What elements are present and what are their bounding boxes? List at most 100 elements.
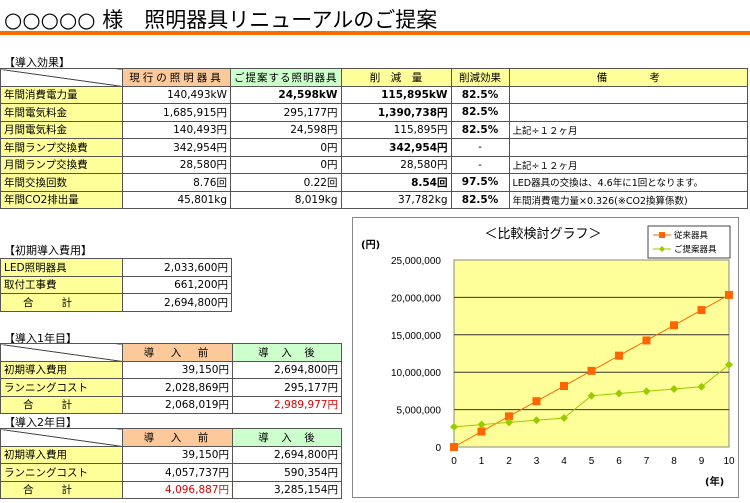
cell-after: 2,694,800円 (232, 360, 342, 379)
y-tick-label: 20,000,000 (391, 293, 441, 304)
data-point-square (615, 351, 623, 360)
data-point-diamond (642, 387, 651, 396)
data-point-square (450, 443, 458, 451)
cell-current: 342,954円 (122, 138, 231, 157)
legend-marker (659, 246, 665, 252)
cell-before: 4,096,887円 (122, 480, 233, 499)
cell-value: 2,694,800円 (122, 293, 232, 312)
cell-note: LED器具の交換は、4.6年に1回となります。 (508, 173, 748, 192)
col-note: 備 考 (508, 68, 748, 87)
x-tick-label: 8 (671, 456, 677, 467)
y-tick-label: 0 (435, 443, 441, 454)
x-tick-label: 2 (506, 456, 512, 467)
cell-proposal: 0.22回 (230, 173, 342, 192)
table-row: 年間消費電力量 140,493kW 24,598kW 115,895kW 82.5% (0, 85, 748, 104)
cell-note: 年間消費電力量×0.326(※CO2換算係数) (508, 190, 748, 209)
data-point-diamond (560, 414, 568, 423)
cell-reduction: 37,782kg (340, 190, 452, 209)
cell-current: 1,685,915円 (122, 103, 231, 122)
table-row: 年間ランプ交換費 342,954円 0円 342,954円 - (0, 138, 748, 157)
cell-current: 45,801kg (122, 190, 231, 209)
row-label: 合計 (0, 480, 123, 499)
cell-effect: 82.5% (450, 85, 510, 104)
y-axis-label: (円) (361, 239, 380, 251)
cell-reduction: 115,895円 (340, 120, 452, 139)
row-label: ランニングコスト (0, 463, 123, 482)
cell-note (508, 138, 748, 157)
cell-note (508, 103, 748, 122)
data-point-diamond (587, 391, 596, 400)
data-point-diamond (615, 389, 623, 398)
col-reduction: 削 減 量 (340, 68, 452, 87)
cell-before: 2,028,869円 (122, 378, 233, 397)
x-tick-label: 7 (644, 456, 650, 467)
effect-table: 現行の照明器具 ご提案する照明器具 削 減 量 削減効果 備 考 年間消費電力量… (0, 68, 748, 209)
year2-section-title: 【導入2年目】 (4, 416, 77, 429)
cell-after: 590,354円 (232, 463, 342, 482)
cell-effect: 82.5% (450, 103, 510, 122)
year1-section-title: 【導入1年目】 (4, 332, 77, 345)
row-label: 初期導入費用 (0, 360, 123, 379)
effect-section-title: 【導入効果】 (4, 56, 70, 69)
row-label: 年間CO2排出量 (0, 190, 123, 209)
x-tick-label: 0 (451, 456, 457, 467)
y-tick-label: 10,000,000 (391, 368, 441, 379)
cell-value: 661,200円 (122, 275, 232, 294)
col-proposal: ご提案する照明器具 (230, 68, 342, 87)
row-label: 年間交換回数 (0, 173, 123, 192)
cell-reduction: 115,895kW (340, 85, 452, 104)
cell-effect: 82.5% (450, 120, 510, 139)
data-point-diamond (505, 418, 513, 427)
cell-proposal: 8,019kg (230, 190, 342, 209)
comparison-chart: 0 5,000,000 10,000,000 15,000,000 20,000,000… (352, 217, 739, 498)
table-row: 年間交換回数 8.76回 0.22回 8.54回 97.5% LED器具の交換は、4.6年… (0, 173, 748, 192)
row-label: ランニングコスト (0, 378, 123, 397)
table-row: 初期導入費用 39,150円 2,694,800円 (0, 360, 342, 379)
col-after: 導 入 後 (232, 343, 342, 362)
data-point-diamond (450, 422, 458, 431)
cell-note: 上記÷１２ヶ月 (508, 120, 748, 139)
cell-note: 上記÷１２ヶ月 (508, 155, 748, 174)
cell-note (508, 85, 748, 104)
data-point-square (505, 412, 513, 421)
x-tick-label: 3 (534, 456, 540, 467)
row-label: 年間電気料金 (0, 103, 123, 122)
diagonal-cell (0, 68, 123, 87)
row-label: 年間消費電力量 (0, 85, 123, 104)
cell-before: 39,150円 (122, 360, 233, 379)
cell-effect: 97.5% (450, 173, 510, 192)
title-underline (0, 31, 750, 35)
cell-before: 39,150円 (122, 445, 233, 464)
table-header-row: 現行の照明器具 ご提案する照明器具 削 減 量 削減効果 備 考 (0, 68, 748, 87)
table-row: 合計 2,694,800円 (0, 293, 232, 312)
row-label: 月間ランプ交換費 (0, 155, 123, 174)
cell-after: 2,694,800円 (232, 445, 342, 464)
col-effect: 削減効果 (450, 68, 510, 87)
cell-effect: 82.5% (450, 190, 510, 209)
cell-current: 140,493円 (122, 120, 231, 139)
row-label: 月間電気料金 (0, 120, 123, 139)
diagonal-cell (0, 343, 123, 362)
cell-effect: - (450, 155, 510, 174)
x-tick-label: 6 (616, 456, 622, 467)
row-label: LED照明器具 (0, 258, 123, 277)
x-tick-label: 9 (699, 456, 705, 467)
data-point-square (477, 427, 486, 436)
data-point-diamond (725, 360, 733, 369)
cell-proposal: 295,177円 (230, 103, 342, 122)
legend-marker (659, 232, 665, 238)
data-point-square (532, 397, 541, 406)
cell-before: 4,057,737円 (122, 463, 233, 482)
year2-table: 導 入 前導 入 後 初期導入費用 39,150円 2,694,800円 ランニング… (0, 428, 342, 499)
cell-value: 2,033,600円 (122, 258, 232, 277)
diagonal-cell (0, 428, 123, 447)
table-row: 合計 4,096,887円 3,285,154円 (0, 480, 342, 499)
cell-after: 2,989,977円 (232, 395, 342, 414)
x-tick-label: 10 (723, 456, 735, 467)
data-point-square (697, 306, 706, 315)
data-point-square (642, 336, 651, 345)
table-row: LED照明器具 2,033,600円 (0, 258, 232, 277)
data-point-diamond (670, 385, 678, 394)
data-point-square (670, 321, 678, 330)
initial-cost-table: LED照明器具 2,033,600円 取付工事費 661,200円 合計 2,694,… (0, 258, 232, 312)
